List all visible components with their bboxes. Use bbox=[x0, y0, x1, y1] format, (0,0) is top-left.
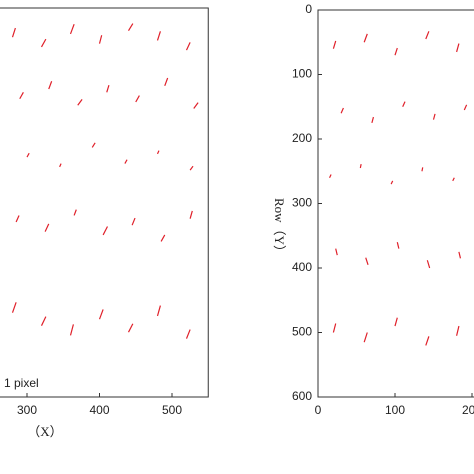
x-tick-label: 0 bbox=[315, 403, 322, 417]
arrow bbox=[432, 113, 436, 120]
arrow bbox=[164, 77, 169, 87]
y-axis-label: Row（Y） bbox=[272, 198, 287, 258]
arrow bbox=[394, 317, 398, 327]
arrow bbox=[359, 164, 362, 169]
arrow bbox=[102, 226, 109, 236]
y-tick-label: 200 bbox=[292, 131, 312, 145]
arrow bbox=[40, 316, 47, 326]
arrow bbox=[371, 116, 375, 124]
arrow bbox=[452, 177, 455, 182]
arrow bbox=[135, 95, 140, 103]
y-tick-label: 300 bbox=[292, 196, 312, 210]
arrow bbox=[156, 305, 161, 317]
arrow bbox=[425, 31, 430, 40]
left-panel: 300 400 500 （X） 1 pixel bbox=[0, 7, 209, 439]
y-tick-label: 100 bbox=[292, 67, 312, 81]
arrow bbox=[98, 309, 104, 320]
arrow bbox=[48, 81, 53, 90]
key-label: 1 pixel bbox=[4, 376, 39, 390]
y-tick-label: 400 bbox=[292, 260, 312, 274]
y-tick-label: 600 bbox=[292, 389, 312, 403]
arrow bbox=[394, 47, 398, 56]
x-tick-label: 300 bbox=[17, 403, 37, 417]
arrow bbox=[19, 91, 24, 100]
arrow bbox=[425, 336, 430, 346]
x-tick-label: 100 bbox=[385, 403, 405, 417]
arrows bbox=[329, 31, 468, 346]
arrow bbox=[335, 248, 338, 256]
axes-box bbox=[0, 7, 209, 398]
arrow bbox=[396, 242, 400, 249]
axes-box bbox=[317, 9, 474, 398]
arrow bbox=[426, 260, 431, 269]
arrow bbox=[458, 251, 462, 259]
arrow bbox=[390, 180, 394, 185]
arrow bbox=[160, 234, 166, 242]
arrow bbox=[463, 104, 468, 111]
arrow bbox=[340, 107, 344, 114]
arrow bbox=[11, 302, 17, 313]
arrow bbox=[15, 215, 20, 223]
arrow bbox=[332, 40, 337, 49]
arrow bbox=[69, 324, 74, 336]
arrow bbox=[329, 174, 332, 178]
arrow bbox=[365, 257, 369, 265]
arrow bbox=[363, 33, 368, 43]
arrows bbox=[11, 23, 199, 339]
arrow bbox=[124, 159, 128, 164]
arrow bbox=[193, 102, 199, 109]
arrow bbox=[156, 31, 161, 41]
arrow bbox=[185, 329, 191, 339]
x-axis-label: （X） bbox=[27, 424, 62, 439]
arrow bbox=[59, 163, 62, 168]
arrow bbox=[363, 332, 368, 343]
arrow bbox=[98, 35, 103, 44]
arrow bbox=[69, 23, 75, 35]
arrow bbox=[156, 150, 160, 155]
arrow bbox=[26, 152, 30, 158]
arrow bbox=[421, 167, 424, 172]
arrow bbox=[456, 43, 460, 53]
arrow bbox=[77, 99, 83, 106]
arrow bbox=[189, 165, 194, 171]
y-tick-label: 500 bbox=[292, 325, 312, 339]
x-tick-label: 200 bbox=[462, 403, 474, 417]
arrow bbox=[456, 325, 460, 336]
arrow bbox=[402, 101, 406, 107]
arrow bbox=[131, 217, 136, 226]
x-tick-label: 400 bbox=[89, 403, 109, 417]
arrow bbox=[189, 210, 193, 219]
arrow bbox=[185, 42, 191, 51]
arrow bbox=[40, 38, 47, 48]
arrow bbox=[106, 84, 110, 93]
x-tick-label: 500 bbox=[162, 403, 182, 417]
arrow bbox=[332, 323, 337, 333]
arrow bbox=[127, 323, 134, 333]
arrow bbox=[11, 27, 16, 38]
arrow bbox=[127, 23, 134, 32]
right-panel: 0 100 200 0 100 200 300 400 500 600 Row（Y） bbox=[272, 2, 474, 417]
arrow bbox=[44, 223, 50, 232]
y-tick-label: 0 bbox=[305, 2, 312, 16]
arrow bbox=[73, 209, 77, 216]
arrow bbox=[91, 142, 96, 148]
